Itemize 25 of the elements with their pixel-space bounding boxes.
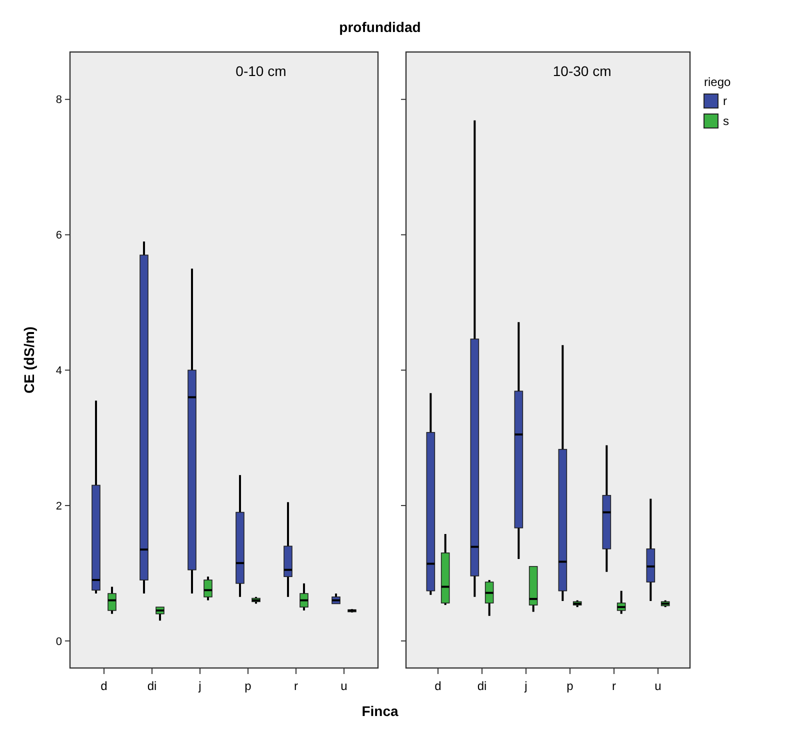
- chart-title: profundidad: [339, 19, 421, 35]
- x-tick-label: u: [654, 679, 662, 693]
- annotation: 0-10 cm: [236, 63, 286, 79]
- x-tick-label: r: [612, 679, 616, 693]
- y-axis-title: CE (dS/m): [21, 326, 37, 394]
- y-tick-label: 4: [56, 365, 62, 378]
- y-tick-label: 6: [56, 230, 62, 242]
- x-tick-label: r: [294, 679, 298, 693]
- x-tick-label: p: [244, 679, 252, 693]
- x-tick-label: d: [434, 679, 442, 693]
- x-tick-label: j: [524, 679, 528, 693]
- legend-title: riego: [704, 75, 732, 89]
- x-tick-label: u: [340, 679, 348, 693]
- legend-label: s: [723, 114, 729, 128]
- annotation: 10-30 cm: [552, 63, 612, 79]
- x-axis-title: Finca: [362, 703, 398, 719]
- x-tick-label: d: [100, 679, 108, 693]
- x-tick-label: di: [477, 679, 487, 693]
- y-tick-label: 0: [56, 636, 62, 648]
- y-tick-label: 2: [56, 500, 62, 512]
- x-tick-label: di: [147, 679, 157, 693]
- x-tick-label: p: [566, 679, 574, 693]
- y-tick-label: 8: [56, 94, 62, 106]
- legend-label: r: [723, 94, 727, 108]
- x-tick-label: j: [198, 679, 202, 693]
